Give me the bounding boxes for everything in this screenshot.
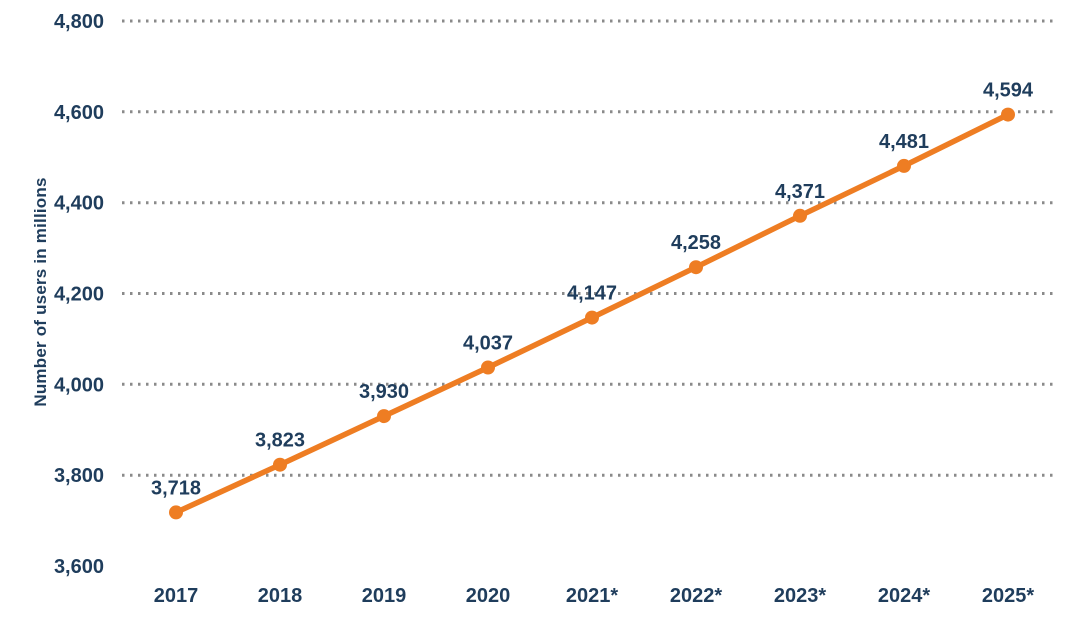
data-point-marker [481,360,495,375]
data-point-marker [377,409,391,424]
y-axis-tick-label: 4,800 [54,11,104,33]
data-point-label: 4,481 [879,131,929,153]
x-axis-tick-label: 2019 [362,585,407,607]
y-axis-tick-label: 4,000 [54,374,104,396]
data-point-label: 4,258 [671,232,721,254]
data-point-marker [1001,107,1015,122]
data-point-label: 3,718 [151,477,201,499]
y-axis-tick-label: 4,200 [54,284,104,306]
data-point-marker [585,310,599,325]
data-point-label: 4,037 [463,333,513,355]
x-axis-tick-label: 2025* [982,585,1034,607]
y-axis-tick-label: 4,600 [54,102,104,124]
y-axis-tick-label: 3,800 [54,465,104,487]
x-axis-tick-label: 2021* [566,585,618,607]
x-axis-tick-label: 2020 [466,585,511,607]
y-axis-tick-label: 3,600 [54,556,104,578]
data-point-marker [793,208,807,223]
x-axis-tick-label: 2018 [258,585,303,607]
data-point-label: 4,147 [567,283,617,305]
data-point-label: 4,594 [983,80,1034,102]
data-point-marker [273,457,287,472]
data-point-marker [897,158,911,173]
x-axis-tick-label: 2017 [154,585,199,607]
data-point-label: 3,823 [255,430,305,452]
x-axis-tick-label: 2023* [774,585,826,607]
data-point-label: 3,930 [359,381,409,403]
x-axis-tick-label: 2022* [670,585,722,607]
y-axis-tick-label: 4,400 [54,193,104,215]
x-axis-tick-label: 2024* [878,585,930,607]
data-point-label: 4,371 [775,181,825,203]
data-point-marker [689,260,703,275]
data-point-marker [169,505,183,520]
